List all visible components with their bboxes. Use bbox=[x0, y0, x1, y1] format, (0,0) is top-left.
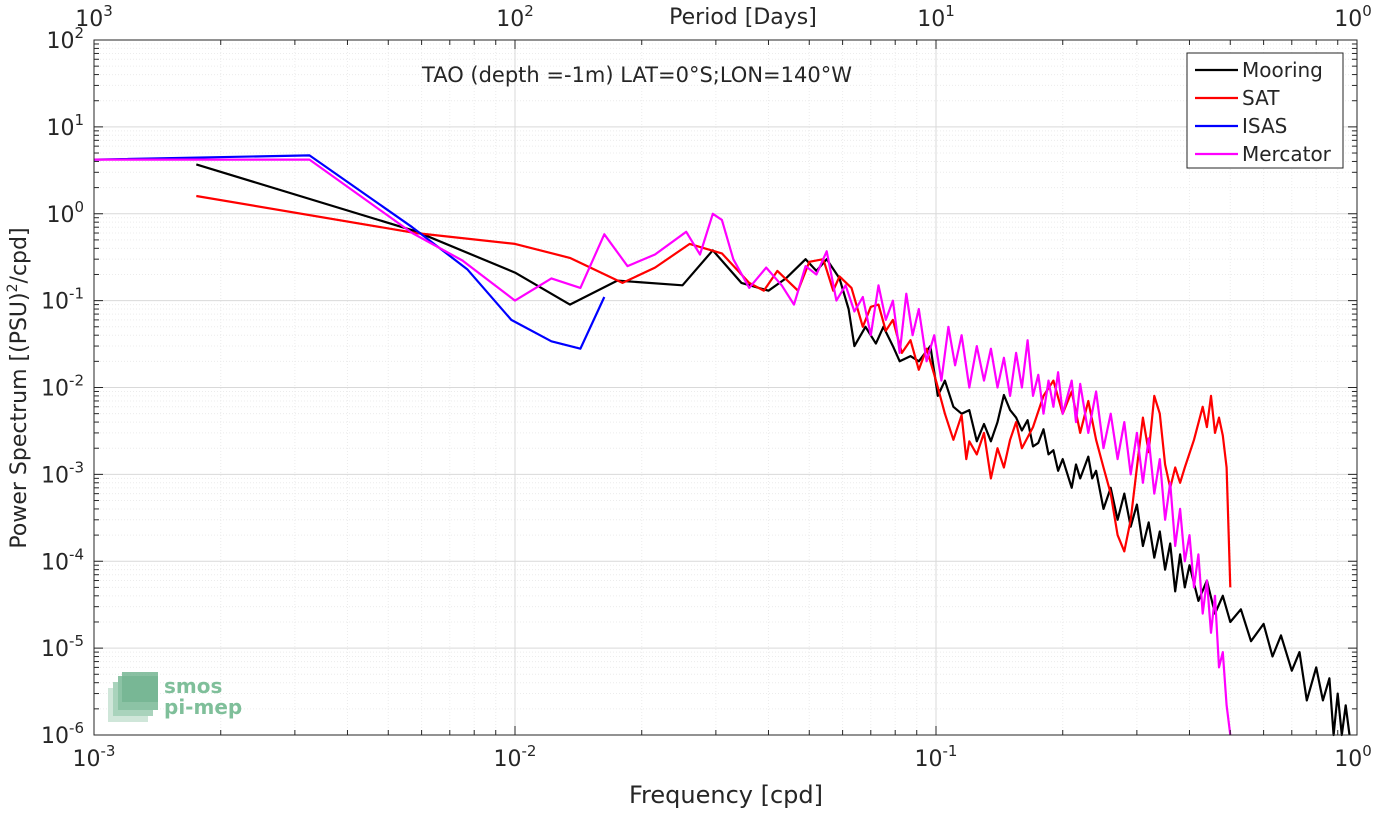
y-tick-label: 100 bbox=[46, 198, 84, 228]
x2-tick-label: 102 bbox=[496, 2, 534, 32]
series-lines bbox=[93, 154, 1351, 737]
logo-text-smos: smos bbox=[164, 674, 222, 698]
y-axis-label-end: /cpd] bbox=[7, 227, 32, 283]
axis-ticks bbox=[93, 40, 1357, 736]
x-tick-label: 10-2 bbox=[494, 742, 537, 772]
logo-text-pi-mep: pi-mep bbox=[164, 695, 242, 719]
series-line-mercator bbox=[94, 158, 1232, 736]
y-tick-label: 10-5 bbox=[41, 632, 84, 662]
legend-label-sat: SAT bbox=[1242, 86, 1280, 110]
y-tick-label: 10-3 bbox=[41, 458, 84, 488]
y-tick-label: 10-4 bbox=[41, 545, 84, 575]
series-line-mooring bbox=[195, 163, 1351, 737]
x-tick-label: 10-3 bbox=[73, 742, 116, 772]
y-axis-label-superscript: 2 bbox=[5, 283, 21, 292]
top-x-axis-label: Period [Days] bbox=[669, 5, 817, 30]
legend-label-isas: ISAS bbox=[1242, 114, 1287, 138]
grid bbox=[93, 39, 1358, 736]
y-axis-label-main: Power Spectrum [(PSU) bbox=[7, 292, 32, 548]
legend-label-mooring: Mooring bbox=[1242, 58, 1323, 82]
legend-label-mercator: Mercator bbox=[1242, 142, 1332, 166]
x-tick-label: 100 bbox=[1334, 742, 1372, 772]
x2-tick-label: 100 bbox=[1334, 2, 1372, 32]
x-axis-label: Frequency [cpd] bbox=[629, 781, 823, 809]
series-line-isas bbox=[93, 154, 606, 350]
y-tick-label: 101 bbox=[46, 111, 84, 141]
chart-title: TAO (depth =-1m) LAT=0°S;LON=140°W bbox=[421, 63, 852, 87]
y-axis-label: Power Spectrum [(PSU)2/cpd] bbox=[5, 227, 32, 548]
y-tick-label: 10-6 bbox=[41, 719, 84, 749]
logo-stacked-squares-icon bbox=[108, 672, 158, 722]
x2-tick-label: 101 bbox=[917, 2, 955, 32]
y-tick-label: 102 bbox=[46, 24, 84, 54]
legend: Mooring SAT ISAS Mercator bbox=[1186, 52, 1344, 169]
x2-tick-label: 103 bbox=[75, 2, 113, 32]
x-tick-label: 10-1 bbox=[915, 742, 958, 772]
smos-pi-mep-logo: smos pi-mep bbox=[108, 672, 242, 722]
legend-box bbox=[1186, 52, 1344, 169]
y-tick-label: 10-2 bbox=[41, 372, 84, 402]
y-tick-label: 10-1 bbox=[41, 285, 84, 315]
